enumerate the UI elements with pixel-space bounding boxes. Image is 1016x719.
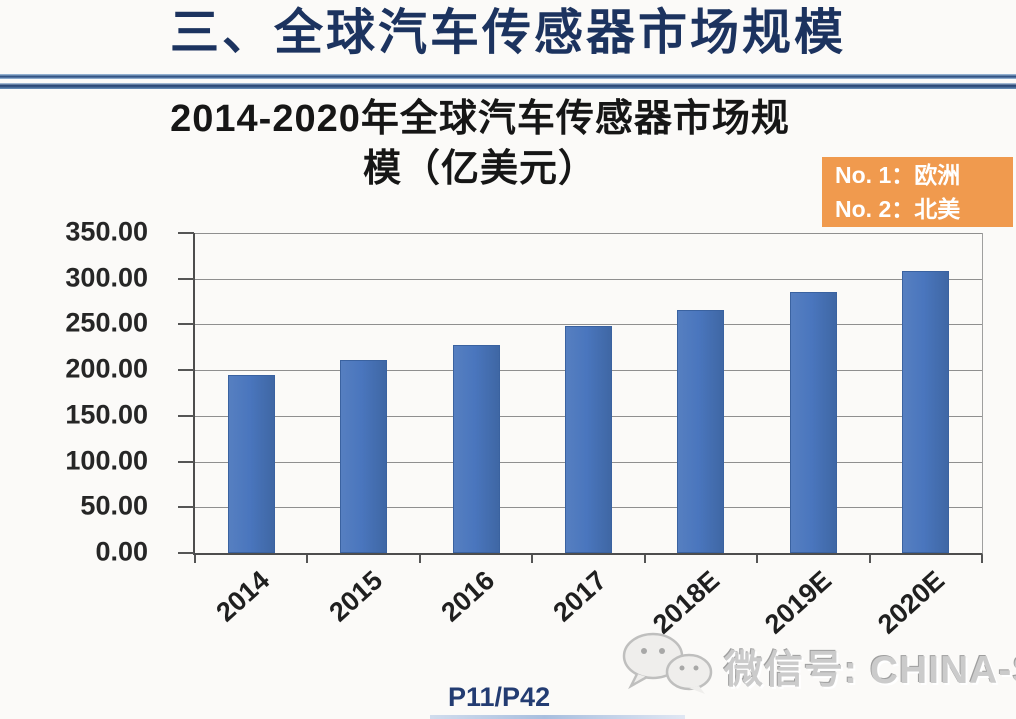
chart-title-line2: 模（亿美元） xyxy=(362,148,597,190)
bar xyxy=(452,344,500,553)
watermark-text: 微信号: CHINA-SENSOR xyxy=(724,649,1016,692)
x-axis-tick xyxy=(306,555,309,563)
x-axis-tick xyxy=(756,555,759,563)
x-axis-tick xyxy=(981,555,983,563)
x-axis-tick xyxy=(418,555,421,563)
y-axis-label: 350.00 xyxy=(65,216,148,247)
y-axis-tick xyxy=(178,506,194,509)
y-axis-label: 300.00 xyxy=(65,261,148,292)
x-axis-label: 2017 xyxy=(483,565,613,627)
ranking-badge: No. 1：欧洲 No. 2：北美 xyxy=(822,157,1013,227)
ranking-badge-line2: No. 2：北美 xyxy=(835,196,961,222)
y-axis-label: 100.00 xyxy=(65,444,148,475)
x-axis-label: 2019E xyxy=(707,565,837,640)
header-divider-top xyxy=(0,74,1016,79)
y-axis-tick xyxy=(178,460,194,463)
y-axis-tick xyxy=(178,232,194,234)
page-number: P11/P42 xyxy=(448,682,551,712)
y-axis-label: 150.00 xyxy=(65,399,148,430)
footer-accent-bar xyxy=(430,715,685,719)
chart-title: 2014-2020年全球汽车传感器市场规 模（亿美元） xyxy=(60,94,900,194)
y-gridline xyxy=(195,233,982,234)
bar xyxy=(677,309,725,553)
header-divider-bottom xyxy=(0,83,1016,89)
y-axis-tick xyxy=(178,552,194,554)
bar xyxy=(227,374,275,553)
bar xyxy=(789,291,837,553)
x-axis-tick xyxy=(643,555,646,563)
plot-area: 0.00 50.00 100.00 150.00 200.00 250.00 300.00 3… xyxy=(65,216,983,640)
x-axis-label: 2018E xyxy=(595,565,725,640)
x-axis-label: 2020E xyxy=(820,565,950,640)
y-axis-tick xyxy=(178,369,194,372)
y-axis-tick xyxy=(178,414,194,417)
y-axis-label: 50.00 xyxy=(80,490,148,521)
ranking-badge-line1: No. 1：欧洲 xyxy=(835,162,961,188)
page-title: 三、全球汽车传感器市场规模 xyxy=(169,6,846,60)
y-axis-tick xyxy=(178,277,194,280)
chart-title-line1: 2014-2020年全球汽车传感器市场规 xyxy=(170,98,790,140)
wechat-icon xyxy=(622,632,713,694)
x-axis-tick xyxy=(531,555,534,563)
y-gridline xyxy=(195,278,982,280)
bar xyxy=(340,360,388,553)
y-axis-tick xyxy=(178,323,194,326)
bar xyxy=(902,270,950,553)
bar xyxy=(565,326,612,553)
x-axis-tick xyxy=(194,555,196,563)
x-axis-label: 2014 xyxy=(145,565,276,627)
y-axis-label: 200.00 xyxy=(65,353,148,384)
x-axis-label: 2015 xyxy=(258,565,388,627)
y-axis-label: 250.00 xyxy=(65,307,148,338)
x-axis-label: 2016 xyxy=(370,565,500,627)
x-axis-label-text: 2020E xyxy=(871,565,950,640)
y-axis-label: 0.00 xyxy=(95,536,148,567)
x-axis-tick xyxy=(868,555,871,563)
y-gridline xyxy=(195,324,982,326)
